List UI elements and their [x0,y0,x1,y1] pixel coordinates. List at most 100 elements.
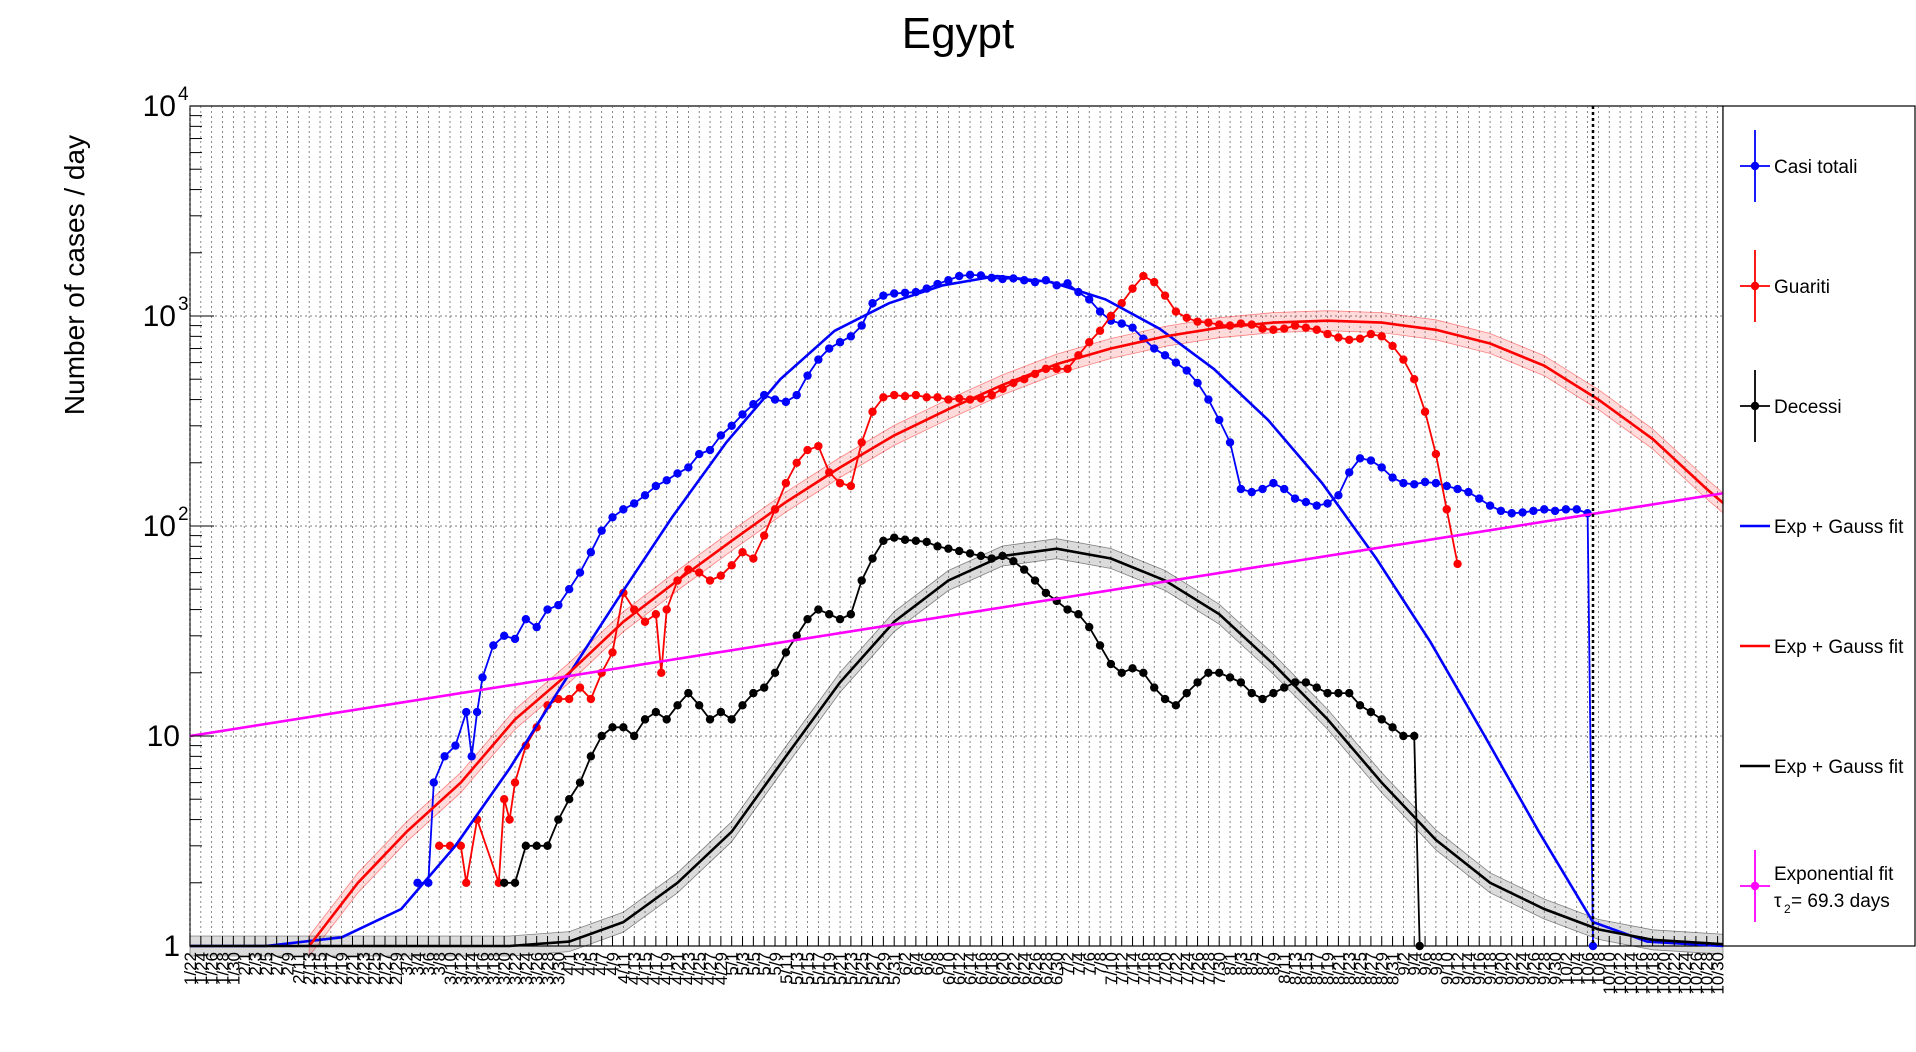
data-point [1410,375,1419,384]
data-point [1290,321,1300,330]
x-tick-label: 10/24 [1676,952,1695,995]
data-point [846,481,856,491]
fit-error-band [189,538,1724,957]
x-tick-label: 4/29 [712,952,731,985]
data-point [1399,355,1408,364]
x-tick-label: 5/3 [734,952,753,976]
x-tick-label: 6/18 [983,952,1002,985]
data-point [890,390,899,400]
x-tick-label: 10/16 [1633,952,1652,995]
x-tick-label: 10/2 [1557,952,1576,985]
data-point [472,707,482,717]
data-point [684,463,693,472]
x-tick-label: 3/10 [441,952,460,985]
data-point [911,390,921,400]
legend-label-sub: 2 [1784,902,1791,916]
legend-marker-dot [1750,401,1760,411]
data-point [1204,395,1213,404]
data-point [1377,463,1386,472]
data-point [413,878,422,887]
x-tick-label: 7/24 [1178,952,1197,985]
y-axis-label: Number of cases / day [59,135,90,415]
data-point [1420,477,1430,487]
x-tick-label: 4/9 [604,952,623,976]
x-tick-label: 5/19 [820,952,839,985]
x-tick-label: 5/17 [809,952,828,985]
data-point [1366,707,1376,717]
x-tick-label: 5/25 [853,952,872,985]
x-tick-label: 3/18 [484,952,503,985]
data-point [510,878,520,887]
data-point [554,600,563,610]
x-tick-label: 6/4 [907,952,926,976]
data-point [640,715,650,724]
data-point [619,505,628,514]
data-point [1258,324,1267,333]
data-point [1095,307,1105,316]
data-point [1312,501,1321,510]
data-point [554,694,563,704]
legend-label: Decessi [1774,397,1842,418]
data-point [835,478,845,488]
x-tick-label: 3/20 [495,952,514,985]
legend-label: Casi totali [1774,157,1857,178]
x-tick-label: 5/1 [723,952,742,976]
data-point [1410,731,1419,741]
x-tick-label: 8/5 [1243,952,1262,976]
x-tick-label: 10/4 [1568,952,1587,985]
data-point [835,338,845,347]
y-tick-label: 10 [147,720,180,753]
data-point [738,701,747,710]
data-point [1128,284,1137,293]
data-point [662,715,671,724]
data-point [1280,324,1289,333]
data-point [564,585,574,594]
data-point [738,548,747,557]
data-point [781,648,791,657]
x-tick-label: 9/18 [1481,952,1500,985]
data-point [1128,664,1137,673]
data-point [1258,694,1267,704]
x-tick-label: 10/10 [1600,952,1619,995]
x-tick-label: 8/19 [1319,952,1338,985]
data-point [792,631,801,641]
data-point [1160,291,1170,300]
y-tick-exponent: 3 [178,294,189,315]
x-tick-label: 3/12 [452,952,471,985]
x-tick-label: 6/26 [1026,952,1045,985]
legend-label: Exp + Gauss fit [1774,517,1904,538]
data-point [1095,326,1105,336]
x-tick-label: 2/17 [322,952,341,985]
x-tick-label: 6/16 [972,952,991,985]
x-tick-label: 9/14 [1459,952,1478,985]
data-point [532,622,541,632]
series-layer [189,106,1751,951]
data-point [1095,641,1105,650]
legend-label-rest: = 69.3 days [1791,891,1890,912]
data-point [1355,454,1365,463]
x-tick-label: 8/1 [1221,952,1240,976]
data-point [727,561,736,570]
data-point [955,271,964,281]
data-point [803,371,812,380]
x-tick-label: 2/11 [289,952,308,984]
data-point [651,707,661,717]
data-point [1215,415,1224,425]
x-tick-label: 7/16 [1134,952,1153,985]
x-tick-label: 6/30 [1048,952,1067,985]
data-point [434,841,444,851]
data-point [1366,456,1376,465]
data-point [1572,505,1581,514]
x-tick-label: 6/2 [896,952,915,976]
data-point [1377,332,1386,341]
x-tick-label: 9/12 [1449,952,1468,985]
data-point [1431,478,1441,488]
data-point [1388,473,1397,482]
x-tick-label: 5/29 [874,952,893,985]
data-point [1345,335,1354,345]
data-point [619,723,628,732]
data-point [608,723,617,732]
data-point [586,752,596,761]
x-tick-label: 3/2 [398,952,417,976]
x-tick-label: 7/14 [1124,952,1143,985]
